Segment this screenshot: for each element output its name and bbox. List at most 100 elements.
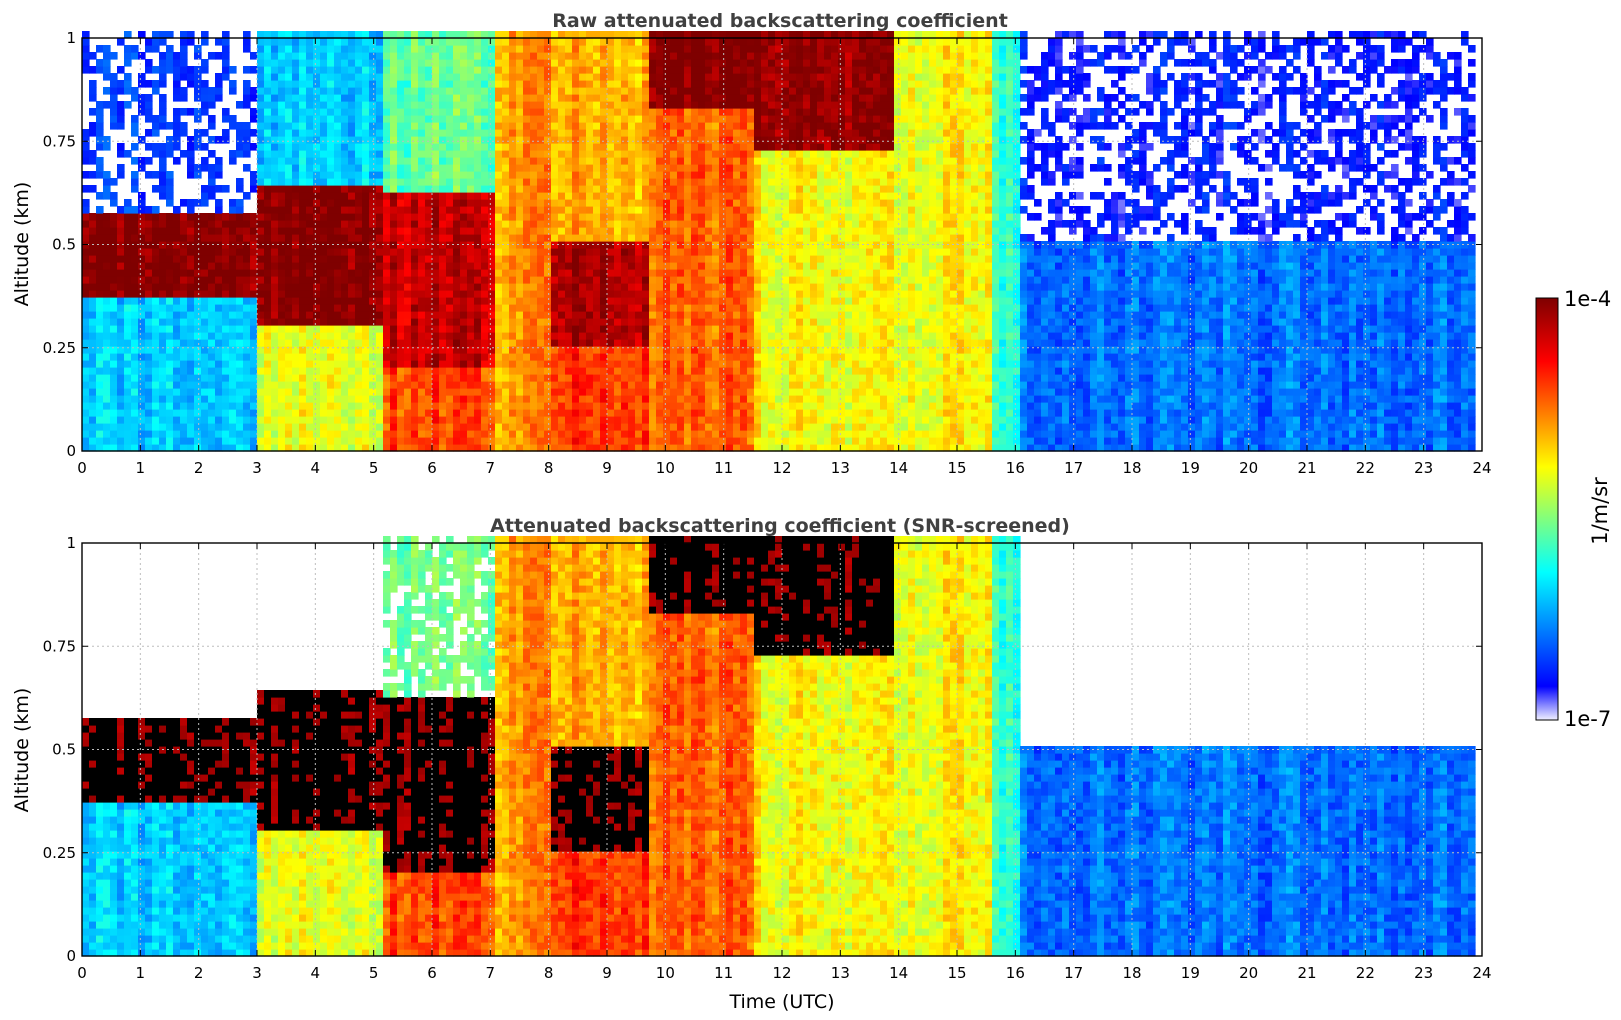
heatmap-cell bbox=[110, 213, 118, 221]
heatmap-cell bbox=[474, 318, 482, 326]
heatmap-cell bbox=[558, 416, 566, 424]
heatmap-cell bbox=[166, 192, 174, 200]
heatmap-cell bbox=[474, 430, 482, 438]
heatmap-cell bbox=[369, 367, 377, 375]
heatmap-cell bbox=[656, 115, 664, 123]
heatmap-cell bbox=[607, 339, 615, 347]
heatmap-cell bbox=[649, 171, 657, 179]
heatmap-cell bbox=[229, 416, 237, 424]
heatmap-cell bbox=[82, 157, 90, 165]
heatmap-cell bbox=[593, 395, 601, 403]
heatmap-cell bbox=[96, 157, 104, 165]
heatmap-cell bbox=[446, 318, 454, 326]
heatmap-cell bbox=[166, 122, 174, 130]
heatmap-cell bbox=[299, 129, 307, 137]
heatmap-cell bbox=[362, 248, 370, 256]
heatmap-cell bbox=[117, 206, 125, 214]
heatmap-cell bbox=[579, 59, 587, 67]
heatmap-cell bbox=[439, 87, 447, 95]
heatmap-cell bbox=[670, 269, 678, 277]
heatmap-cell bbox=[621, 143, 629, 151]
heatmap-cell bbox=[285, 283, 293, 291]
heatmap-cell bbox=[621, 339, 629, 347]
heatmap-cell bbox=[544, 423, 552, 431]
heatmap-cell bbox=[558, 199, 566, 207]
heatmap-cell bbox=[425, 150, 433, 158]
heatmap-cell bbox=[495, 381, 503, 389]
heatmap-cell bbox=[579, 213, 587, 221]
heatmap-cell bbox=[110, 360, 118, 368]
heatmap-cell bbox=[656, 234, 664, 242]
heatmap-cell bbox=[376, 437, 384, 445]
heatmap-cell bbox=[320, 353, 328, 361]
heatmap-cell bbox=[523, 374, 531, 382]
heatmap-cell bbox=[292, 311, 300, 319]
heatmap-cell bbox=[642, 346, 650, 354]
heatmap-cell bbox=[621, 374, 629, 382]
heatmap-cell bbox=[418, 402, 426, 410]
heatmap-cell bbox=[558, 311, 566, 319]
heatmap-cell bbox=[222, 185, 230, 193]
heatmap-cell bbox=[691, 122, 699, 130]
heatmap-cell bbox=[649, 73, 657, 81]
heatmap-cell bbox=[327, 339, 335, 347]
heatmap-cell bbox=[593, 241, 601, 249]
heatmap-cell bbox=[369, 150, 377, 158]
heatmap-cell bbox=[670, 136, 678, 144]
heatmap-cell bbox=[264, 101, 272, 109]
heatmap-cell bbox=[222, 325, 230, 333]
heatmap-cell bbox=[236, 423, 244, 431]
heatmap-cell bbox=[348, 143, 356, 151]
heatmap-cell bbox=[215, 381, 223, 389]
heatmap-cell bbox=[600, 115, 608, 123]
heatmap-cell bbox=[502, 157, 510, 165]
heatmap-cell bbox=[530, 220, 538, 228]
heatmap-cell bbox=[691, 318, 699, 326]
heatmap-cell bbox=[166, 171, 174, 179]
heatmap-cell bbox=[397, 346, 405, 354]
heatmap-cell bbox=[362, 178, 370, 186]
heatmap-cell bbox=[586, 276, 594, 284]
heatmap-cell bbox=[586, 122, 594, 130]
heatmap-cell bbox=[257, 108, 265, 116]
heatmap-cell bbox=[397, 381, 405, 389]
heatmap-cell bbox=[369, 171, 377, 179]
heatmap-cell bbox=[383, 122, 391, 130]
heatmap-cell bbox=[264, 339, 272, 347]
heatmap-cell bbox=[670, 360, 678, 368]
heatmap-cell bbox=[96, 409, 104, 417]
heatmap-cell bbox=[89, 346, 97, 354]
heatmap-cell bbox=[138, 255, 146, 263]
heatmap-cell bbox=[222, 234, 230, 242]
heatmap-cell bbox=[509, 213, 517, 221]
heatmap-cell bbox=[663, 192, 671, 200]
heatmap-cell bbox=[635, 213, 643, 221]
heatmap-cell bbox=[320, 108, 328, 116]
heatmap-cell bbox=[250, 213, 258, 221]
heatmap-cell bbox=[467, 206, 475, 214]
heatmap-cell bbox=[537, 283, 545, 291]
heatmap-cell bbox=[572, 59, 580, 67]
heatmap-cell bbox=[334, 143, 342, 151]
heatmap-cell bbox=[320, 325, 328, 333]
heatmap-cell bbox=[257, 178, 265, 186]
heatmap-cell bbox=[677, 115, 685, 123]
heatmap-cell bbox=[614, 206, 622, 214]
heatmap-cell bbox=[579, 115, 587, 123]
heatmap-cell bbox=[488, 45, 496, 53]
heatmap-cell bbox=[607, 290, 615, 298]
heatmap-cell bbox=[544, 437, 552, 445]
heatmap-cell bbox=[446, 311, 454, 319]
heatmap-cell bbox=[320, 409, 328, 417]
heatmap-cell bbox=[530, 150, 538, 158]
heatmap-cell bbox=[663, 220, 671, 228]
heatmap-cell bbox=[502, 59, 510, 67]
heatmap-cell bbox=[474, 402, 482, 410]
heatmap-cell bbox=[649, 388, 657, 396]
heatmap-cell bbox=[670, 38, 678, 46]
heatmap-cell bbox=[474, 339, 482, 347]
heatmap-cell bbox=[348, 318, 356, 326]
heatmap-cell bbox=[383, 360, 391, 368]
heatmap-cell bbox=[600, 290, 608, 298]
heatmap-cell bbox=[607, 129, 615, 137]
